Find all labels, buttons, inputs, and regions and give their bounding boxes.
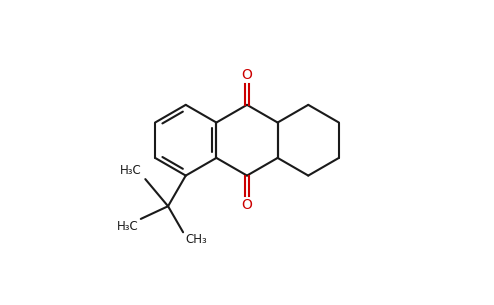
Text: CH₃: CH₃ <box>186 233 207 246</box>
Text: O: O <box>242 198 252 212</box>
Text: H₃C: H₃C <box>117 220 138 233</box>
Text: H₃C: H₃C <box>120 164 142 177</box>
Text: O: O <box>242 68 252 82</box>
